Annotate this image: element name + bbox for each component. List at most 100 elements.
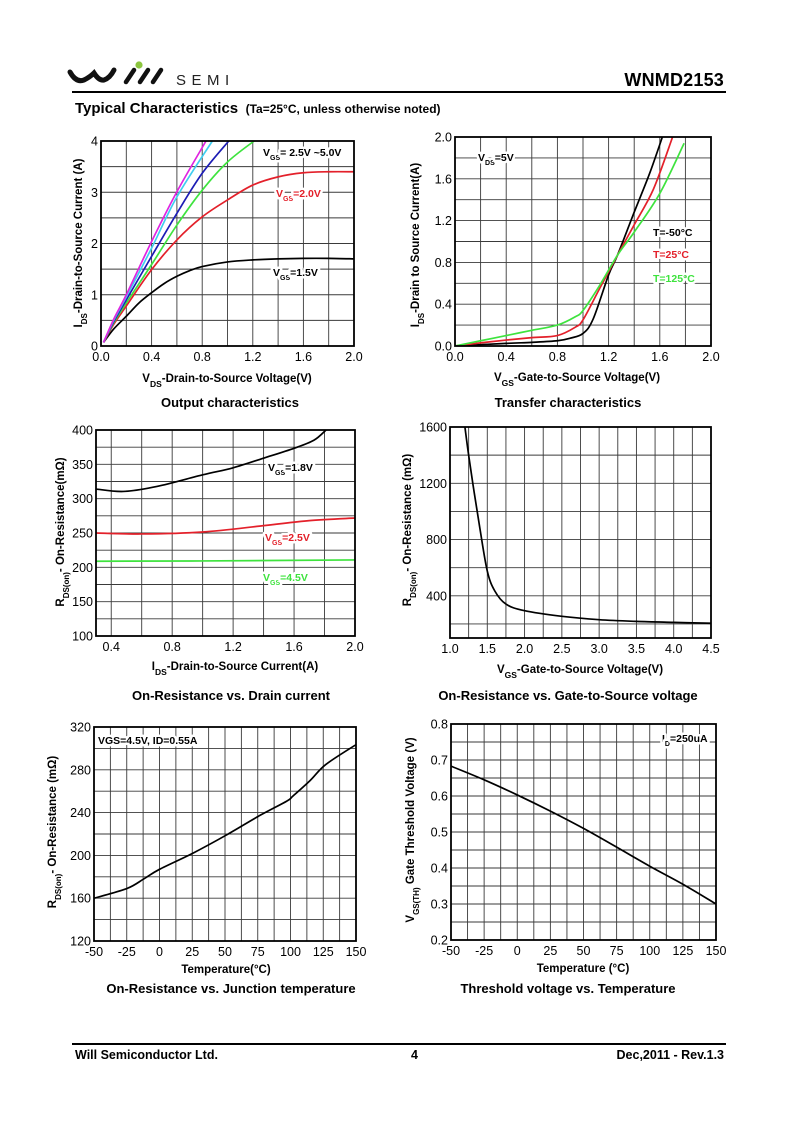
chart-annotation-subscript: DS bbox=[485, 160, 495, 167]
y-tick-label: 1 bbox=[91, 288, 98, 302]
x-axis-label-main: V bbox=[494, 372, 502, 384]
x-axis-label-main: Temperature (°C) bbox=[537, 963, 630, 975]
chart-annotation-main: I bbox=[662, 733, 665, 745]
x-tick-label: 1.6 bbox=[295, 350, 312, 364]
y-axis-label-main: R bbox=[47, 899, 59, 908]
y-tick-label: 1.6 bbox=[435, 172, 452, 186]
logo-text: SEMI bbox=[176, 72, 235, 89]
x-tick-label: 150 bbox=[346, 945, 367, 959]
y-axis-label-rest: Gate Threshold Voltage (V) bbox=[405, 737, 417, 887]
chart-annotation-main: V bbox=[276, 188, 283, 200]
series-line-1 bbox=[451, 765, 716, 905]
x-axis-label-subscript: DS bbox=[150, 379, 162, 389]
chart-annotation: VGS=4.5V, ID=0.55A bbox=[98, 735, 198, 747]
chart-annotation-subscript: GS bbox=[283, 196, 293, 203]
x-tick-label: 2.0 bbox=[516, 642, 533, 656]
plot-frame bbox=[449, 426, 712, 639]
y-tick-label: 0.7 bbox=[431, 754, 448, 768]
chart-annotation-rest: =5V bbox=[495, 152, 514, 164]
x-axis-label: VGS-Gate-to-Source Voltage(V) bbox=[494, 372, 660, 388]
series-line-2 bbox=[102, 170, 354, 343]
chart-annotation-rest: =2.5V bbox=[282, 532, 310, 544]
chart-annotation-rest: = 2.5V ~5.0V bbox=[280, 147, 341, 159]
x-axis-label: Temperature(°C) bbox=[181, 964, 271, 976]
y-axis-label-rest: -Drain-to-Source Current (A) bbox=[73, 158, 85, 313]
y-axis-label-main: I bbox=[73, 324, 85, 327]
y-tick-label: 0.8 bbox=[431, 718, 448, 732]
y-axis-label: VGS(TH) Gate Threshold Voltage (V) bbox=[405, 737, 421, 922]
series-line-1 bbox=[102, 257, 354, 343]
y-tick-label: 2 bbox=[91, 237, 98, 251]
y-tick-label: 250 bbox=[72, 527, 93, 541]
x-tick-label: 25 bbox=[185, 945, 199, 959]
x-tick-label: 1.2 bbox=[224, 640, 241, 654]
section-title: Typical Characteristics bbox=[75, 100, 239, 117]
y-axis-label-subscript: DS(on) bbox=[62, 572, 71, 599]
chart-annotation-main: V bbox=[478, 152, 485, 164]
x-tick-label: 75 bbox=[610, 944, 624, 958]
series-line-1 bbox=[455, 137, 664, 346]
y-axis-label-subscript: GS(TH) bbox=[412, 887, 421, 915]
x-tick-label: 100 bbox=[280, 945, 301, 959]
plot-frame bbox=[450, 723, 717, 941]
y-axis-label-main: I bbox=[410, 324, 422, 327]
y-tick-label: 400 bbox=[426, 589, 447, 603]
chart-annotation-subscript: GS bbox=[270, 155, 280, 162]
x-axis-label-rest: -Drain-to-Source Current(A) bbox=[167, 661, 319, 673]
y-tick-label: 0.4 bbox=[431, 862, 448, 876]
chart-annotation: T=125°C bbox=[653, 273, 695, 285]
x-axis-label-main: V bbox=[497, 664, 505, 676]
series-line-2 bbox=[96, 517, 355, 535]
y-tick-label: 160 bbox=[70, 892, 91, 906]
y-tick-label: 200 bbox=[70, 849, 91, 863]
x-tick-label: 125 bbox=[313, 945, 334, 959]
x-tick-label: 1.0 bbox=[441, 642, 458, 656]
y-tick-label: 100 bbox=[72, 630, 93, 644]
x-axis-label-main: Temperature(°C) bbox=[181, 964, 271, 976]
y-tick-label: 300 bbox=[72, 492, 93, 506]
chart-title: Output characteristics bbox=[161, 395, 299, 410]
plot-frame bbox=[93, 726, 357, 942]
chart-annotation-subscript: GS bbox=[270, 580, 280, 587]
y-tick-label: 1.2 bbox=[435, 214, 452, 228]
x-tick-label: -50 bbox=[85, 945, 103, 959]
y-axis-label: RDS(on)- On-Resistance (mΩ) bbox=[402, 454, 418, 607]
x-tick-label: 0.0 bbox=[446, 350, 463, 364]
x-axis-label-main: V bbox=[142, 373, 150, 385]
series-line-6 bbox=[102, 141, 207, 343]
y-axis-label-subscript: DS(on) bbox=[409, 571, 418, 598]
chart-annotation-main: T=125°C bbox=[653, 273, 695, 285]
x-tick-label: -25 bbox=[118, 945, 136, 959]
chart-annotation-main: V bbox=[268, 462, 275, 474]
x-axis-label-subscript: DS bbox=[155, 667, 167, 677]
footer-revision: Dec,2011 - Rev.1.3 bbox=[616, 1048, 724, 1062]
series-line-1 bbox=[464, 427, 711, 625]
x-axis-label-rest: -Drain-to-Source Voltage(V) bbox=[162, 373, 312, 385]
series-line-1 bbox=[96, 430, 327, 493]
x-tick-label: 0.0 bbox=[92, 350, 109, 364]
y-axis-label: IDS-Drain to Source Current(A) bbox=[410, 163, 426, 328]
x-axis-label-subscript: GS bbox=[505, 670, 518, 680]
chart-annotation: VGS=4.5V bbox=[263, 572, 308, 587]
chart-annotation-subscript: GS bbox=[272, 540, 282, 547]
chart-annotation-rest: =1.8V bbox=[285, 462, 313, 474]
y-tick-label: 0.0 bbox=[435, 340, 452, 354]
y-axis-label-rest: - On-Resistance (mΩ) bbox=[47, 756, 59, 874]
chart-annotation: VDS=5V bbox=[478, 152, 514, 167]
y-axis-label-main: R bbox=[402, 597, 414, 606]
x-tick-label: 50 bbox=[577, 944, 591, 958]
section-note: (Ta=25°C, unless otherwise noted) bbox=[245, 102, 441, 116]
x-axis-label: IDS-Drain-to-Source Current(A) bbox=[152, 661, 319, 677]
x-tick-label: 1.6 bbox=[285, 640, 302, 654]
footer-company: Will Semiconductor Ltd. bbox=[75, 1048, 218, 1062]
y-axis-label-rest: - On-Resistance(mΩ) bbox=[55, 457, 67, 572]
chart-annotation-rest: =1.5V bbox=[290, 267, 318, 279]
series-line-3 bbox=[96, 559, 355, 563]
x-tick-label: 75 bbox=[251, 945, 265, 959]
x-tick-label: -50 bbox=[442, 944, 460, 958]
chart-title: On-Resistance vs. Gate-to-Source voltage bbox=[438, 688, 697, 703]
y-tick-label: 0.8 bbox=[435, 256, 452, 270]
chart-annotation: VGS=2.5V bbox=[265, 532, 310, 547]
